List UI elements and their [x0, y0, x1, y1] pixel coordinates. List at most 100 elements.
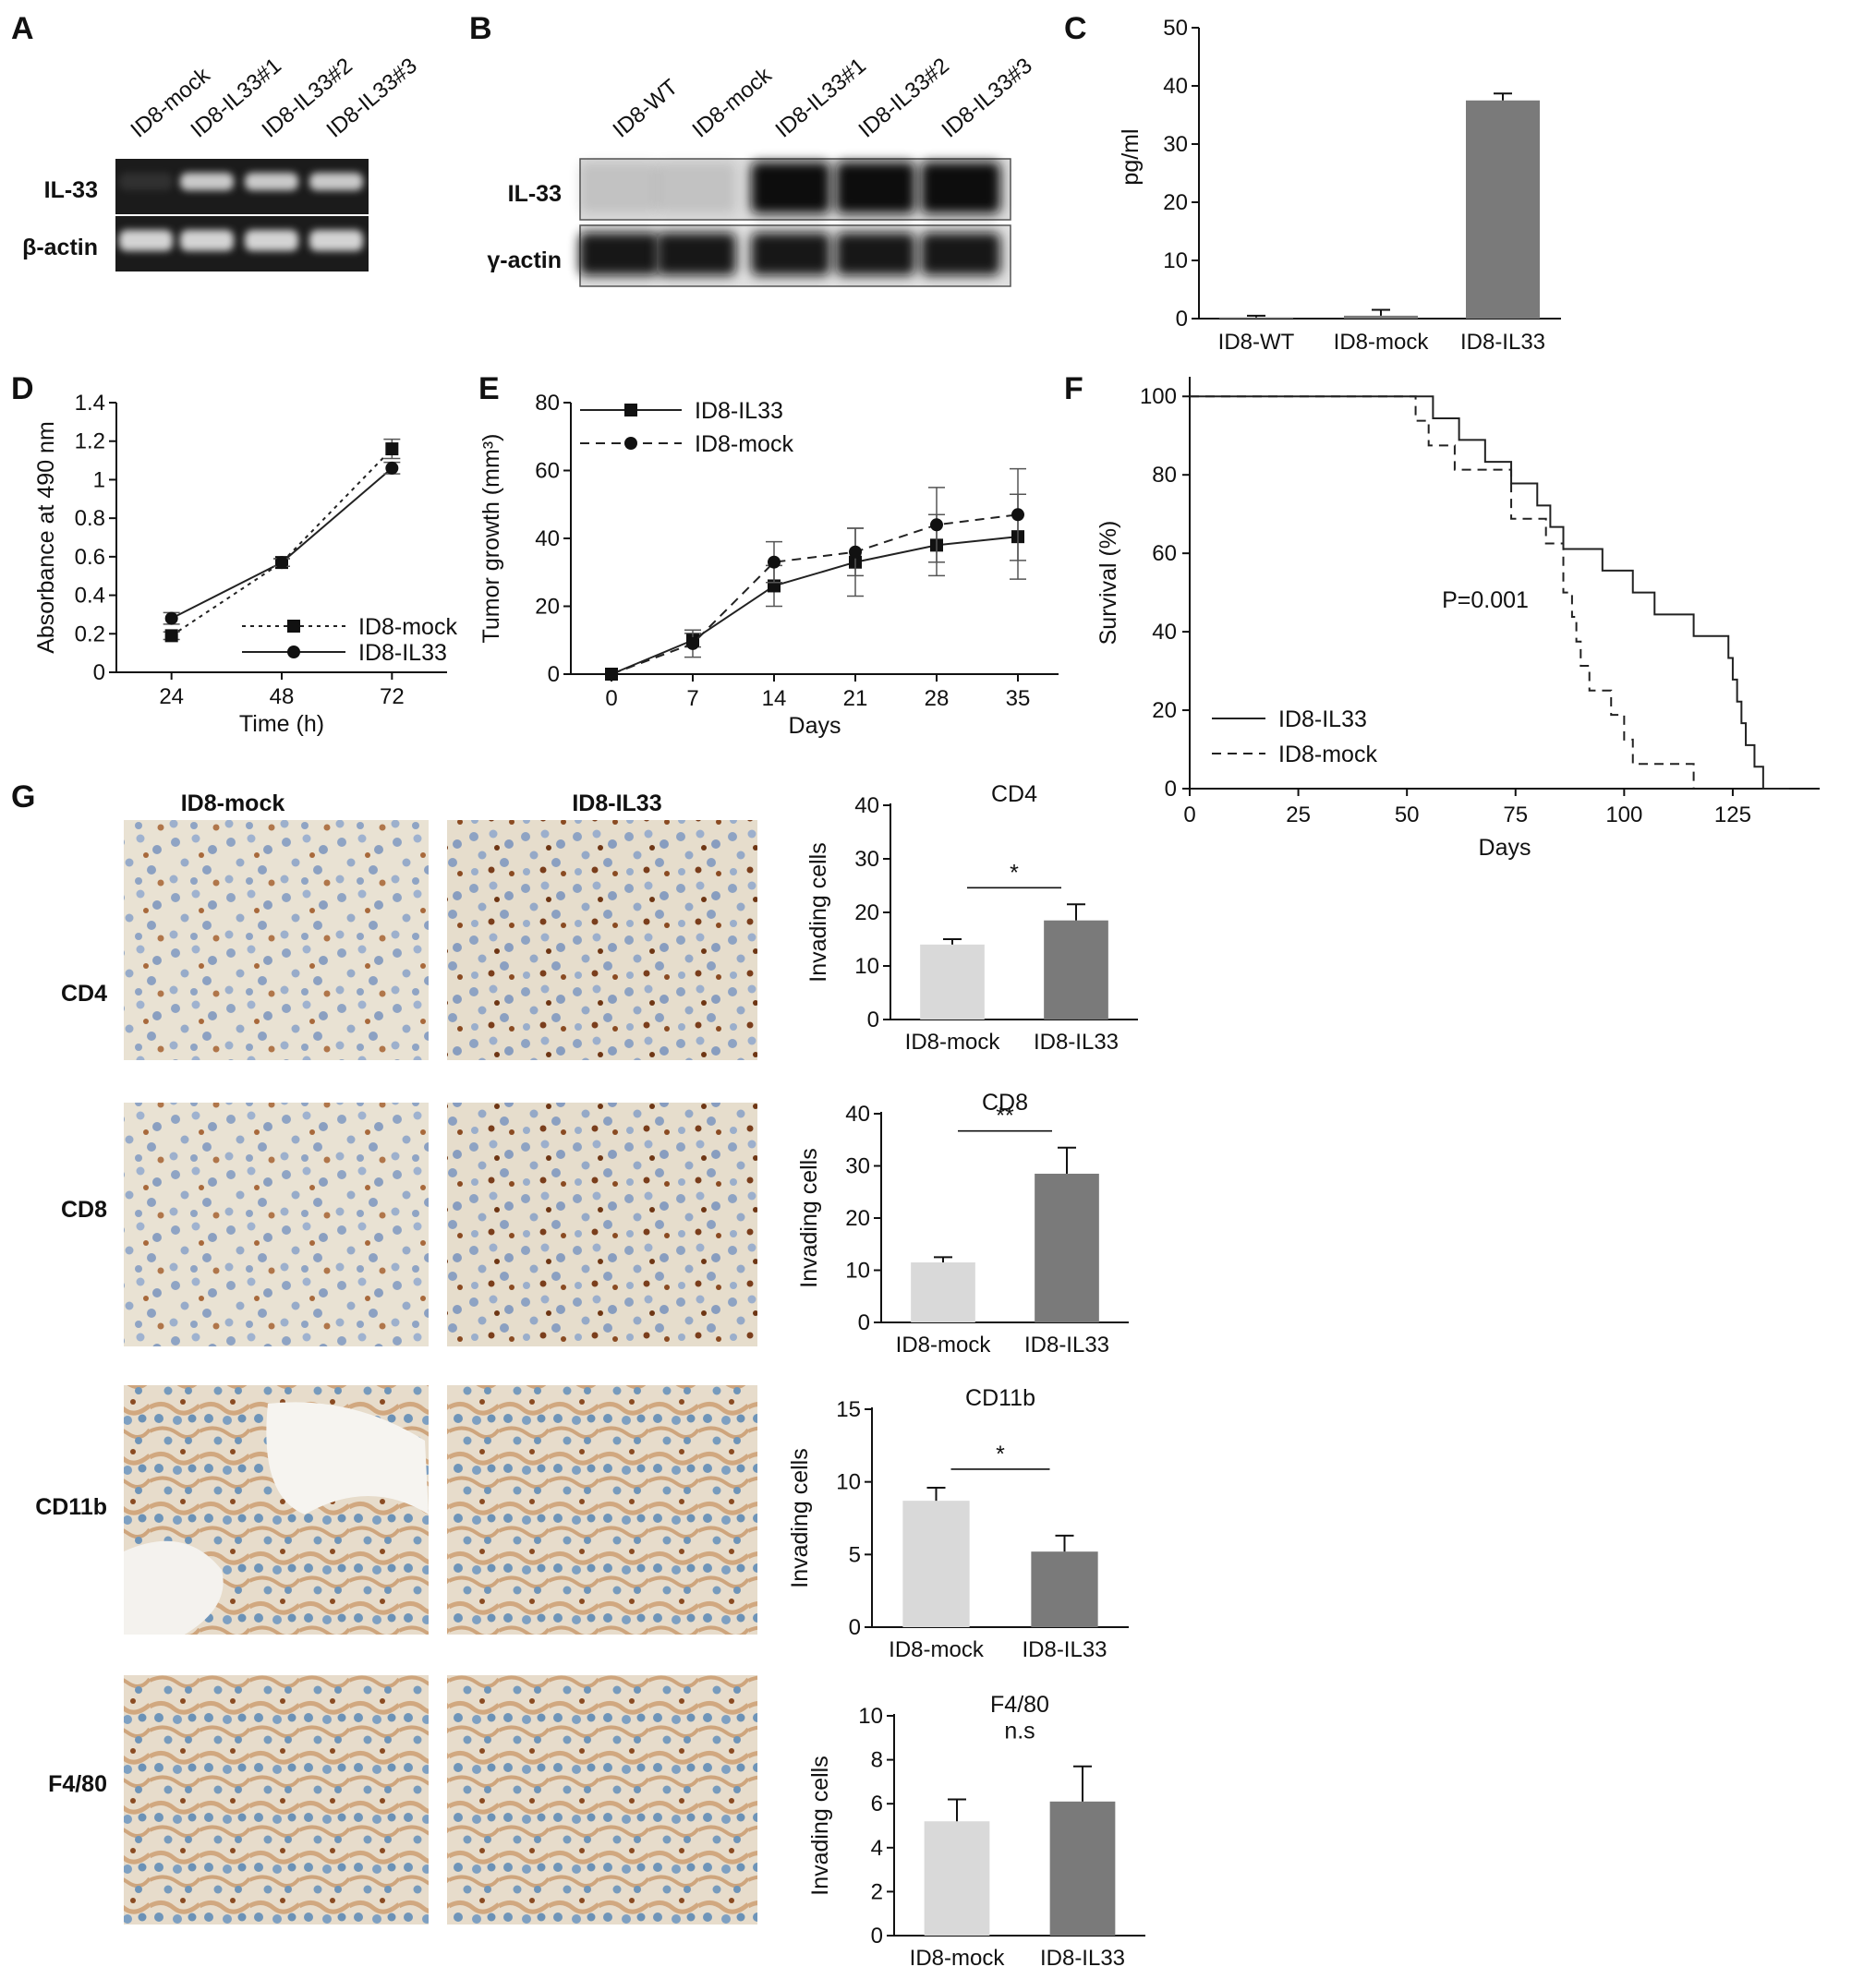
actin-band [119, 230, 173, 251]
y-tick-label: 30 [1163, 132, 1188, 157]
chart-title: F4/80 [990, 1692, 1049, 1718]
lane-label: ID8-IL33#3 [938, 54, 1037, 143]
y-tick-label: 0.4 [75, 584, 105, 609]
y-tick-label: 20 [845, 1206, 870, 1231]
actin-band [836, 232, 915, 276]
point [768, 555, 781, 569]
bar [920, 944, 985, 1020]
bar-chart-g-f4-80: 0 2 4 6 8 10 ID8-mock ID8-IL33 Invading cells F4/… [807, 1692, 1145, 1967]
x-tick-label: ID8-IL33 [1024, 1333, 1109, 1358]
blot-B: ID8-WT ID8-mockID8-IL33#1ID8-IL33#2ID8-IL… [487, 54, 1037, 287]
point [164, 629, 178, 643]
line-chart-d: 0 0.2 0.4 0.6 0.8 1 1.2 1.4 24 48 72 Time (h) Absorb… [33, 391, 457, 737]
actin-band [751, 232, 830, 276]
blot-row-label: IL-33 [508, 181, 562, 207]
il33-band [579, 162, 659, 214]
x-axis-label: Days [789, 713, 841, 739]
point [686, 636, 699, 650]
x-tick-label: ID8-IL33 [1034, 1030, 1119, 1055]
y-tick-label: 10 [1163, 248, 1188, 273]
blot-row-label: β-actin [22, 235, 98, 260]
point [605, 668, 618, 681]
y-tick-label: 20 [535, 595, 560, 620]
x-tick-label: ID8-IL33 [1022, 1637, 1107, 1662]
x-tick-label: ID8-mock [1334, 330, 1430, 355]
x-tick-label: ID8-WT [1218, 330, 1295, 355]
blot-row-label: IL-33 [44, 177, 98, 203]
column-header: ID8-IL33 [572, 790, 661, 816]
chart-title: CD11b [965, 1385, 1035, 1411]
y-tick-label: 10 [858, 1704, 883, 1729]
bar [924, 1821, 990, 1936]
panel-label: B [469, 11, 492, 46]
point [849, 545, 862, 559]
x-tick-label: ID8-mock [896, 1333, 992, 1358]
significance-mark: * [1010, 860, 1019, 886]
y-tick-label: 0.6 [75, 545, 105, 570]
x-tick-label: 7 [686, 686, 698, 711]
legend-label: ID8-IL33 [1278, 706, 1367, 732]
y-tick-label: 0 [1176, 307, 1188, 332]
panel-label: A [11, 11, 34, 46]
legend-label: ID8-IL33 [695, 398, 783, 424]
survival-chart: 0 20 40 60 80 100 0 25 50 75 100 125 P=0.001 Days Surv… [1095, 377, 1820, 861]
ihc-row-label: CD4 [61, 981, 107, 1007]
bar [911, 1262, 975, 1322]
y-axis-label: Survival (%) [1095, 521, 1121, 646]
actin-band [309, 230, 363, 251]
y-axis-label: Invading cells [805, 842, 831, 982]
ihc-row-label: CD11b [35, 1494, 107, 1520]
bar [902, 1501, 970, 1627]
y-tick-label: 2 [871, 1879, 883, 1904]
y-tick-label: 60 [535, 459, 560, 484]
il33-band [751, 162, 830, 214]
ihc-image-mock [124, 820, 429, 1060]
point [287, 646, 300, 658]
ihc-image-mock [124, 1103, 429, 1346]
y-axis-label: pg/ml [1118, 128, 1144, 185]
series-line [171, 448, 393, 637]
x-tick-label: ID8-mock [910, 1946, 1006, 1967]
significance-mark: * [996, 1442, 1005, 1467]
tissue-gap [124, 1540, 224, 1635]
y-tick-label: 60 [1152, 541, 1177, 566]
y-tick-label: 80 [535, 391, 560, 416]
legend-label: ID8-IL33 [358, 640, 447, 666]
y-tick-label: 0.8 [75, 506, 105, 531]
point [1011, 508, 1024, 522]
point [287, 620, 300, 633]
x-tick-label: ID8-mock [889, 1637, 985, 1662]
y-tick-label: 1 [93, 467, 105, 492]
y-tick-label: 0 [849, 1615, 861, 1640]
x-tick-label: 125 [1714, 802, 1751, 827]
lane-label: ID8-IL33#1 [771, 54, 871, 143]
y-tick-label: 10 [836, 1470, 861, 1495]
x-tick-label: 75 [1503, 802, 1528, 827]
y-tick-label: 0 [867, 1008, 879, 1032]
actin-band [921, 232, 1000, 276]
blot-row-label: γ-actin [487, 247, 562, 273]
actin-band [657, 232, 736, 276]
x-tick-label: 28 [925, 686, 950, 711]
il33-band [657, 162, 736, 214]
ihc-image-il33 [447, 1103, 757, 1346]
il33-band [119, 173, 173, 191]
legend-label: ID8-mock [358, 614, 457, 640]
legend-label: ID8-mock [695, 431, 793, 457]
x-tick-label: 0 [605, 686, 617, 711]
x-tick-label: 100 [1605, 802, 1642, 827]
y-tick-label: 30 [845, 1154, 870, 1179]
y-tick-label: 40 [845, 1102, 870, 1127]
il33-band [836, 162, 915, 214]
p-value: P=0.001 [1442, 587, 1529, 613]
y-tick-label: 8 [871, 1748, 883, 1773]
y-tick-label: 0 [1165, 777, 1177, 802]
y-tick-label: 10 [845, 1259, 870, 1284]
x-tick-label: 35 [1006, 686, 1031, 711]
il33-band [921, 162, 1000, 214]
bar [1344, 315, 1418, 319]
point [930, 518, 943, 532]
bar [1049, 1801, 1116, 1936]
y-tick-label: 40 [535, 526, 560, 551]
significance-mark: n.s [1004, 1719, 1035, 1744]
